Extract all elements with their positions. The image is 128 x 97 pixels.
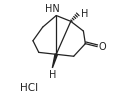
- Text: H: H: [49, 70, 56, 80]
- Text: O: O: [98, 42, 106, 52]
- Polygon shape: [52, 54, 57, 68]
- Text: HCl: HCl: [20, 83, 39, 93]
- Text: HN: HN: [45, 4, 60, 14]
- Text: H: H: [81, 9, 88, 19]
